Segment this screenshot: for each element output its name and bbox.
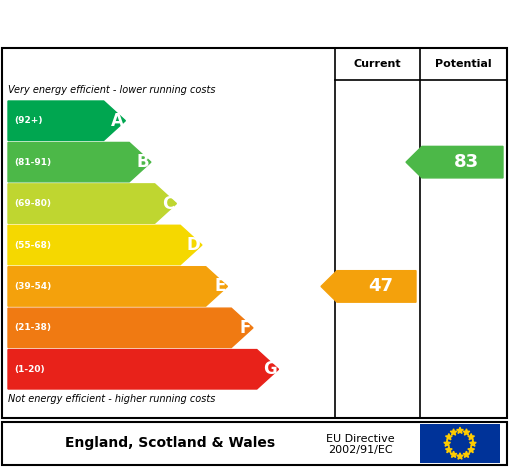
Text: A: A (110, 112, 123, 130)
Text: (69-80): (69-80) (14, 199, 51, 208)
Text: Current: Current (354, 59, 401, 69)
Text: 47: 47 (368, 277, 393, 296)
Text: (55-68): (55-68) (14, 241, 51, 249)
Polygon shape (445, 446, 452, 453)
Polygon shape (468, 446, 474, 453)
Text: B: B (136, 153, 149, 171)
Text: (39-54): (39-54) (14, 282, 51, 291)
Text: Energy Efficiency Rating: Energy Efficiency Rating (8, 13, 296, 33)
Polygon shape (450, 429, 457, 435)
Text: Very energy efficient - lower running costs: Very energy efficient - lower running co… (8, 85, 215, 95)
Text: C: C (162, 195, 175, 212)
Text: 83: 83 (454, 153, 479, 171)
Polygon shape (463, 451, 470, 458)
Polygon shape (321, 271, 416, 302)
Polygon shape (8, 184, 177, 223)
Text: (92+): (92+) (14, 116, 42, 125)
Bar (420, 424, 500, 463)
Polygon shape (469, 440, 476, 446)
Text: (1-20): (1-20) (14, 365, 45, 374)
Polygon shape (8, 101, 125, 141)
Text: F: F (240, 319, 251, 337)
Polygon shape (450, 451, 457, 458)
Text: 2002/91/EC: 2002/91/EC (328, 446, 392, 455)
Polygon shape (8, 308, 253, 347)
Polygon shape (444, 440, 450, 446)
Text: EU Directive: EU Directive (326, 433, 394, 444)
Polygon shape (8, 267, 228, 306)
Polygon shape (468, 433, 474, 440)
Text: (81-91): (81-91) (14, 158, 51, 167)
Polygon shape (457, 453, 463, 459)
Text: G: G (263, 360, 276, 378)
Text: D: D (186, 236, 200, 254)
Polygon shape (8, 142, 151, 182)
Polygon shape (8, 350, 278, 389)
Text: England, Scotland & Wales: England, Scotland & Wales (65, 437, 275, 451)
Text: (21-38): (21-38) (14, 323, 51, 333)
Polygon shape (457, 427, 463, 433)
Polygon shape (463, 429, 470, 435)
Text: E: E (214, 277, 225, 296)
Text: Potential: Potential (435, 59, 492, 69)
Polygon shape (445, 433, 452, 440)
Polygon shape (406, 146, 503, 178)
Polygon shape (8, 225, 202, 265)
Text: Not energy efficient - higher running costs: Not energy efficient - higher running co… (8, 394, 215, 404)
